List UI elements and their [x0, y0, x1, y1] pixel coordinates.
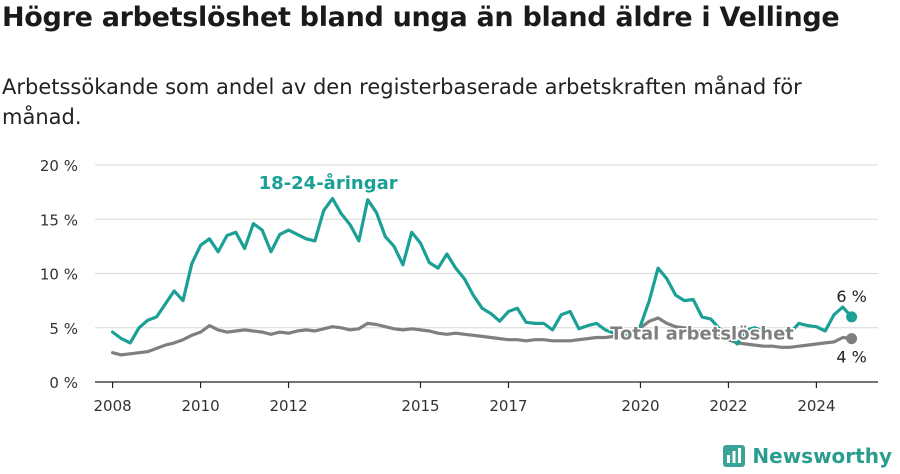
- end-point-youth: [846, 311, 858, 323]
- x-tick-label: 2015: [401, 397, 439, 415]
- brand-logo: Newsworthy: [722, 444, 892, 468]
- chart-subtitle: Arbetssökande som andel av den registerb…: [2, 75, 802, 129]
- y-tick-label: 5 %: [49, 320, 78, 338]
- series-annotation: 18-24-åringar: [259, 172, 398, 194]
- series-annotation: Total arbetslöshet: [610, 324, 794, 345]
- x-tick-label: 2022: [709, 397, 747, 415]
- x-tick-label: 2010: [181, 397, 219, 415]
- end-label-total: 4 %: [836, 348, 866, 367]
- series-line-youth: [110, 197, 854, 346]
- y-tick-label: 10 %: [40, 266, 78, 284]
- x-tick-label: 2008: [94, 397, 132, 415]
- series-line-total: [110, 316, 854, 357]
- x-tick-label: 2024: [797, 397, 835, 415]
- y-tick-label: 15 %: [40, 211, 78, 229]
- y-axis-tick-labels: 0 % 5 % 10 % 15 % 20 %: [40, 157, 78, 392]
- brand-name: Newsworthy: [752, 444, 892, 468]
- series-labels: 6 % 4 % 18-24-åringar Total arbetslöshet: [257, 170, 867, 367]
- x-axis: 2008 2010 2012 2015 2017 2020 2022 2024: [94, 381, 878, 415]
- series-lines: [110, 197, 854, 357]
- x-tick-label: 2020: [621, 397, 659, 415]
- end-label-youth: 6 %: [836, 287, 866, 306]
- bar-chart-logo-icon: [723, 445, 746, 467]
- x-tick-label: 2017: [489, 397, 527, 415]
- chart-title: Högre arbetslöshet bland unga än bland ä…: [2, 2, 840, 33]
- end-point-total: [846, 333, 858, 345]
- y-tick-label: 0 %: [49, 374, 78, 392]
- y-tick-label: 20 %: [40, 157, 78, 175]
- x-tick-label: 2012: [269, 397, 307, 415]
- gridlines: [95, 164, 878, 329]
